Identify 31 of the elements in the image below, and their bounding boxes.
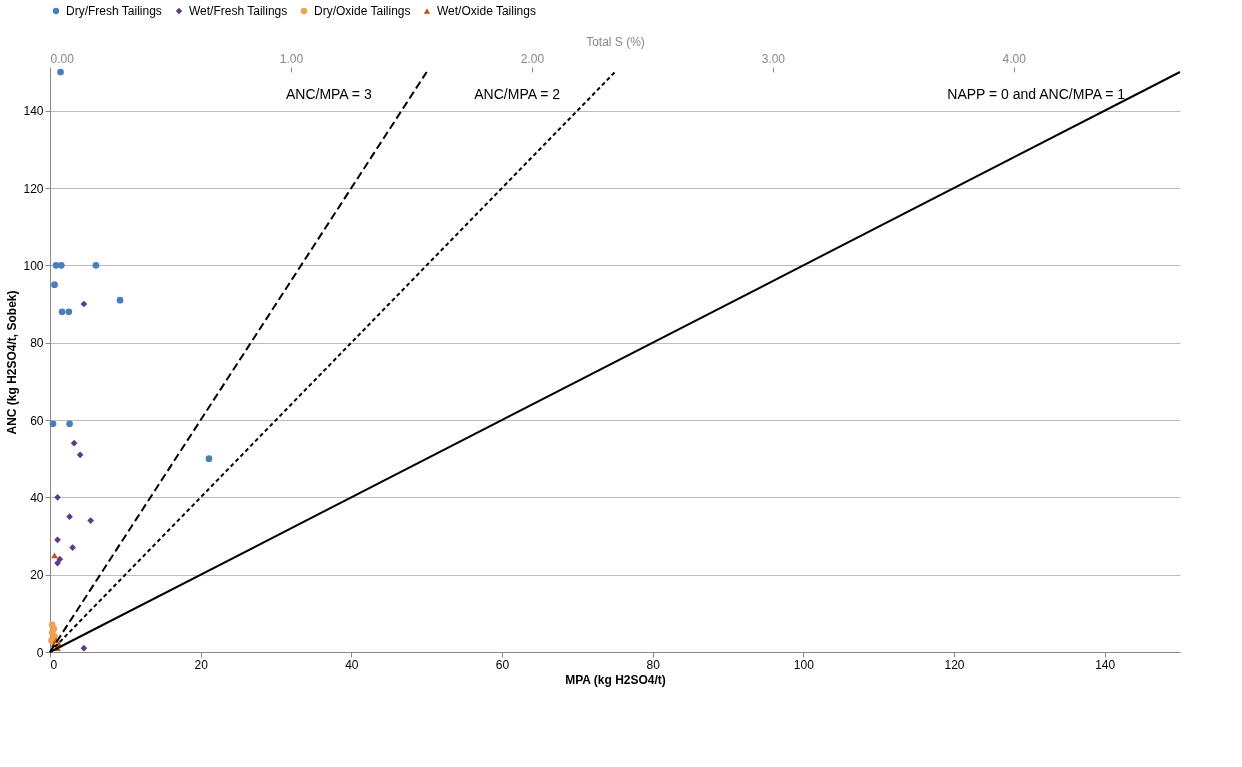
- y-tick-label: 60: [30, 413, 44, 428]
- y-tick-label: 80: [30, 336, 44, 351]
- y-tick-label: 0: [36, 645, 44, 660]
- text: ANC/MPA = 3: [285, 86, 372, 102]
- x-tick-label: 140: [1095, 657, 1116, 672]
- x2-tick-label: 1.00: [279, 51, 304, 66]
- y-tick-label: 140: [23, 104, 44, 119]
- legend-label: Wet/Fresh Tailings: [189, 4, 288, 18]
- x-tick-label: 120: [944, 657, 965, 672]
- series-label: ANC/MPA = 2: [474, 86, 561, 102]
- series-label: NAPP = 0 and ANC/MPA = 1: [947, 86, 1126, 102]
- x-tick-label: 80: [646, 657, 661, 672]
- x-axis-title: MPA (kg H2SO4/t): [565, 672, 666, 687]
- legend-label: Dry/Fresh Tailings: [66, 4, 162, 18]
- x2-axis-title: Total S (%): [586, 34, 645, 49]
- x-tick-label: 60: [495, 657, 510, 672]
- x2-tick-label: 3.00: [761, 51, 786, 66]
- y-tick-label: 20: [30, 568, 44, 583]
- legend-label: Dry/Oxide Tailings: [314, 4, 411, 18]
- x-tick-label: 100: [793, 657, 815, 672]
- y-tick-label: 120: [23, 181, 44, 196]
- x-tick-label: 40: [345, 657, 359, 672]
- x-tick-label: 20: [194, 657, 209, 672]
- y-axis-title: ANC (kg H2SO4/t, Sobek): [5, 290, 20, 435]
- y-tick-label: 100: [23, 258, 44, 273]
- x2-tick-label: 2.00: [520, 51, 545, 66]
- x-tick-label: 0: [50, 657, 58, 672]
- x2-tick-label: 4.00: [1002, 51, 1027, 66]
- x2-tick-label: 0.00: [50, 51, 75, 66]
- y-tick-label: 40: [30, 490, 44, 505]
- legend-label: Wet/Oxide Tailings: [437, 4, 536, 18]
